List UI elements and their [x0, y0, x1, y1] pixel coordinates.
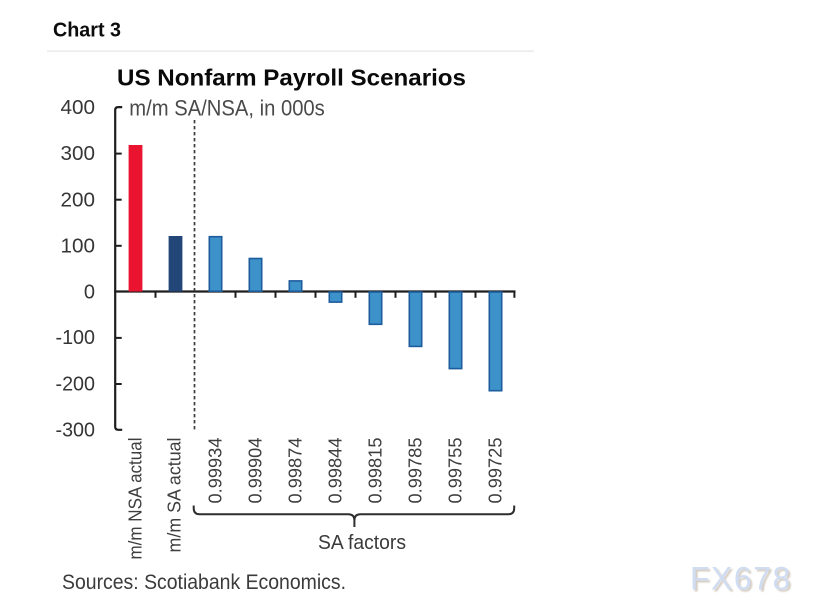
svg-text:US Nonfarm Payroll Scenarios: US Nonfarm Payroll Scenarios — [117, 65, 466, 91]
svg-text:0.99874: 0.99874 — [286, 438, 306, 504]
svg-text:0: 0 — [84, 281, 95, 303]
svg-text:FX678: FX678 — [692, 562, 794, 598]
svg-text:100: 100 — [61, 236, 96, 258]
svg-text:SA factors: SA factors — [318, 532, 406, 554]
svg-text:m/m SA/NSA, in 000s: m/m SA/NSA, in 000s — [129, 95, 324, 120]
svg-text:m/m NSA actual: m/m NSA actual — [126, 438, 146, 560]
svg-text:Sources: Scotiabank Economics.: Sources: Scotiabank Economics. — [62, 570, 346, 594]
svg-text:-200: -200 — [56, 373, 96, 395]
svg-text:0.99815: 0.99815 — [366, 438, 386, 504]
svg-text:FX678: FX678 — [690, 561, 792, 597]
svg-text:-300: -300 — [56, 420, 96, 442]
svg-text:-100: -100 — [56, 327, 96, 349]
svg-text:0.99755: 0.99755 — [446, 438, 466, 504]
svg-text:Chart 3: Chart 3 — [53, 20, 121, 42]
svg-text:400: 400 — [61, 97, 96, 119]
svg-text:200: 200 — [61, 189, 96, 211]
svg-text:0.99725: 0.99725 — [486, 438, 506, 504]
svg-text:0.99844: 0.99844 — [326, 438, 346, 504]
svg-text:0.99785: 0.99785 — [406, 438, 426, 504]
svg-text:300: 300 — [61, 143, 96, 165]
svg-text:0.99934: 0.99934 — [206, 438, 226, 504]
svg-text:m/m SA actual: m/m SA actual — [165, 438, 185, 553]
svg-text:0.99904: 0.99904 — [246, 438, 266, 504]
